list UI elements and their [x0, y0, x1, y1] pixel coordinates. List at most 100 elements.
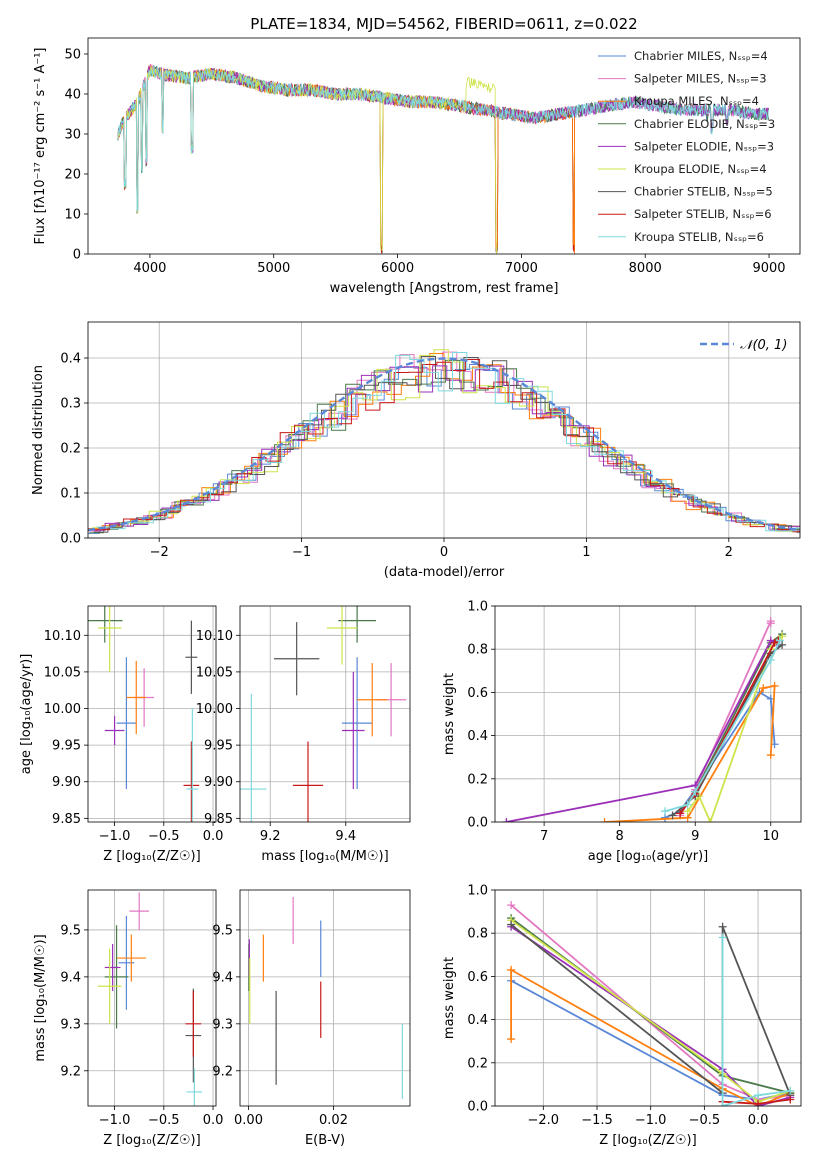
errorbars — [88, 606, 200, 822]
errorbar-point — [97, 606, 122, 672]
grid — [495, 605, 801, 823]
errorbar-point — [88, 606, 123, 643]
y-tick-label: 9.95 — [52, 739, 81, 754]
axes-frame — [87, 889, 217, 1107]
errorbars — [97, 892, 203, 1106]
axes-frame — [87, 321, 801, 539]
errorbar-point — [185, 990, 202, 1057]
x-tick-label: −0.5 — [689, 1113, 721, 1128]
x-tick-label: −1.5 — [581, 1113, 613, 1128]
series-lines — [502, 617, 787, 822]
y-tick-label: 20 — [64, 168, 81, 183]
series-lines — [507, 901, 795, 1106]
y-tick-label: 9.3 — [60, 1017, 81, 1032]
plus-marker — [676, 809, 685, 818]
errorbar-point — [342, 671, 365, 790]
x-tick-label: 7000 — [505, 261, 538, 276]
errorbar-point — [97, 948, 122, 1024]
y-tick-label: 10.00 — [44, 702, 81, 717]
x-tick-label: −1.0 — [99, 829, 131, 844]
x-tick-label: 9.2 — [260, 829, 281, 844]
y-tick-label: 0.3 — [60, 397, 81, 412]
y-tick-label: 9.2 — [60, 1064, 81, 1079]
y-tick-label: 0.2 — [60, 442, 81, 457]
y-axis-label: Normed distribution — [31, 365, 46, 495]
legend-label: Chabrier ELODIE, Nₛₛₚ=3 — [634, 117, 775, 131]
axes-frame — [239, 605, 411, 823]
y-tick-label: 10 — [64, 208, 81, 223]
x-tick-label: 0.02 — [319, 1113, 348, 1128]
histogram-series-step — [95, 359, 800, 533]
plus-marker — [507, 965, 516, 974]
y-tick-label: 0.2 — [467, 772, 488, 787]
plus-marker — [775, 636, 784, 645]
y-tick-label: 50 — [64, 48, 81, 63]
y-tick-label: 0.8 — [467, 927, 488, 942]
mass-weight-vs-age-panel: 7 8 9 10 0.0 0.2 0.4 0.6 0.8 1.0 age [log₁₀(age/yr… — [442, 600, 802, 864]
y-tick-label: 0.6 — [467, 686, 488, 701]
plus-marker — [786, 1095, 795, 1104]
plus-marker — [668, 811, 677, 820]
axes-frame — [494, 605, 802, 823]
x-tick-label: 1 — [582, 545, 590, 560]
plus-marker — [661, 807, 669, 816]
x-tick-label: 2 — [725, 545, 733, 560]
y-tick-label: 9.3 — [212, 1017, 233, 1032]
y-tick-label: 0.4 — [467, 729, 488, 744]
legend-label: Salpeter STELIB, Nₛₛₚ=6 — [634, 207, 772, 221]
x-axis-label: Z [log₁₀(Z/Z☉)] — [103, 1133, 200, 1148]
spectrum-panel: 4000 5000 6000 7000 8000 9000 0 10 20 30 40 50 wavel… — [33, 15, 801, 296]
legend: Chabrier MILES, Nₛₛₚ=4 Salpeter MILES, Nₛ… — [598, 49, 775, 244]
y-tick-label: 9.2 — [212, 1064, 233, 1079]
plus-marker — [766, 619, 775, 628]
x-axis-label: (data-model)/error — [384, 565, 505, 580]
y-tick-label: 9.5 — [212, 923, 233, 938]
legend-label: Salpeter ELODIE, Nₛₛₚ=3 — [634, 139, 774, 153]
errorbar-point — [342, 657, 373, 790]
y-tick-label: 0.1 — [60, 487, 81, 502]
plus-marker — [786, 1086, 795, 1095]
plus-marker — [600, 818, 609, 822]
x-tick-label: 4000 — [133, 261, 166, 276]
plus-marker — [766, 751, 775, 760]
y-tick-label: 0 — [73, 248, 81, 263]
y-axis-label: mass weight — [442, 673, 457, 755]
y-tick-label: 9.4 — [60, 970, 81, 985]
axes-frame — [87, 37, 801, 255]
errorbar-point — [126, 660, 147, 735]
errorbars — [240, 606, 407, 822]
errorbar-point — [186, 1068, 203, 1106]
y-tick-label: 0.6 — [467, 970, 488, 985]
x-tick-label: 0.0 — [203, 1113, 224, 1128]
x-axis-label: wavelength [Angstrom, rest frame] — [330, 281, 559, 296]
legend-label: Salpeter MILES, Nₛₛₚ=3 — [634, 72, 767, 86]
spectrum-series-line — [117, 65, 769, 212]
histograms — [88, 349, 800, 534]
histogram-series-step — [90, 365, 800, 531]
y-tick-label: 0.0 — [60, 532, 81, 547]
errorbars — [248, 897, 403, 1099]
legend-label: Kroupa ELODIE, Nₛₛₚ=4 — [634, 162, 767, 176]
plus-marker — [754, 1099, 763, 1106]
errorbar-point — [116, 934, 147, 982]
grid — [88, 890, 216, 1106]
y-tick-label: 10.10 — [196, 629, 233, 644]
x-axis-label: mass [log₁₀(M/M☉)] — [261, 849, 388, 864]
y-tick-label: 10.05 — [196, 665, 233, 680]
errorbar-point — [326, 606, 358, 665]
residuals-histogram-panel: −2 −1 0 1 2 0.0 0.1 0.2 0.3 0.4 (data-model)/error… — [31, 321, 801, 580]
x-tick-label: 6000 — [381, 261, 414, 276]
mass-weight-series-line — [510, 904, 791, 1101]
spectra-lines — [117, 64, 769, 254]
plus-marker — [718, 933, 727, 942]
age-vs-metallicity-panel: −1.0 −0.5 0.0 9.85 9.90 9.95 10.00 10.05 10.10 Z … — [19, 605, 223, 864]
plus-marker — [766, 656, 775, 664]
y-tick-label: 0.0 — [467, 816, 488, 831]
y-tick-label: 10.10 — [44, 629, 81, 644]
axes-frame — [87, 605, 217, 823]
y-tick-label: 9.90 — [52, 775, 81, 790]
y-tick-label: 40 — [64, 88, 81, 103]
errorbar-point — [292, 741, 324, 822]
mass-vs-metallicity-panel: −1.0 −0.5 0.0 9.2 9.3 9.4 9.5 Z [log₁₀(Z/Z☉)] ma… — [33, 889, 224, 1148]
x-tick-label: 8 — [616, 829, 624, 844]
